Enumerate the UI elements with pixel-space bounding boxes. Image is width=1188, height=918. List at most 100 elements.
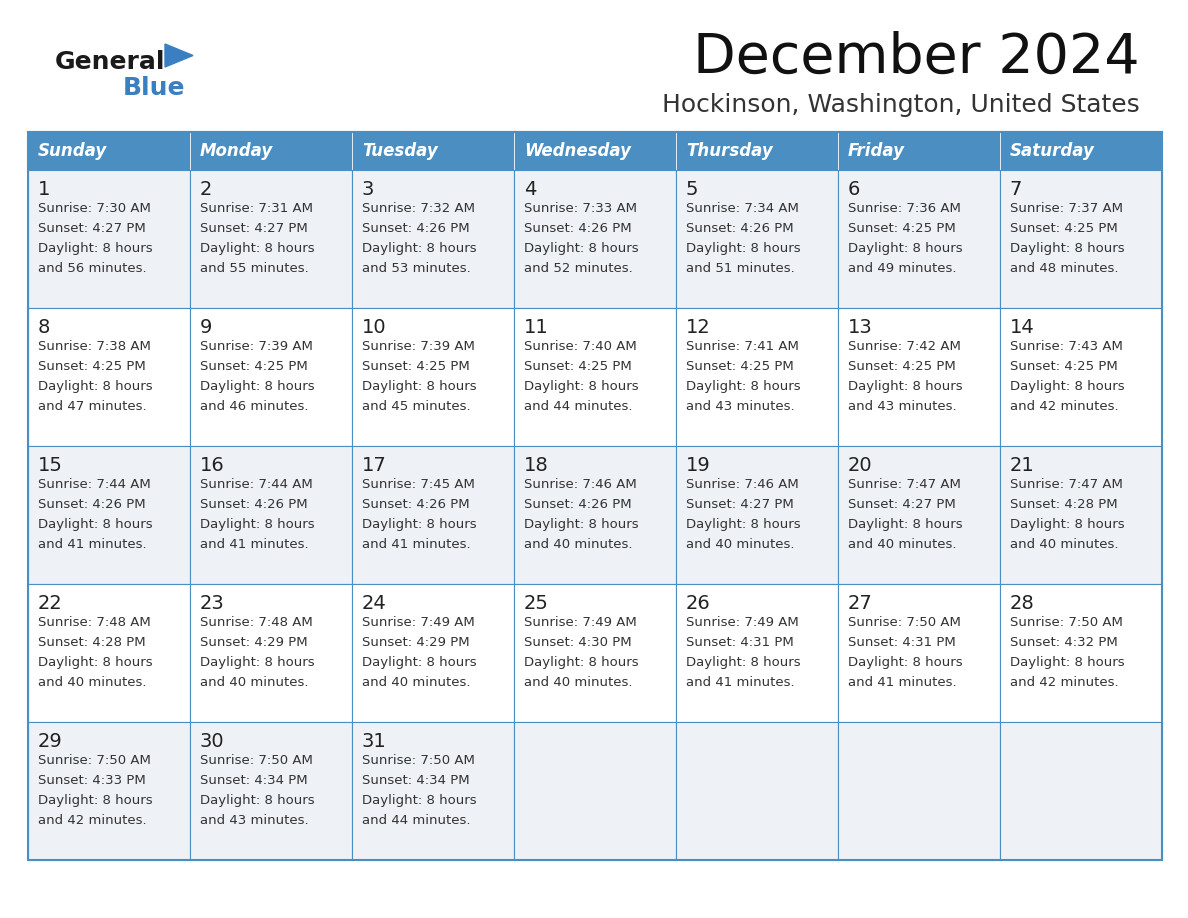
Text: 31: 31: [361, 732, 386, 751]
Text: Daylight: 8 hours: Daylight: 8 hours: [524, 656, 638, 669]
Text: and 43 minutes.: and 43 minutes.: [848, 400, 956, 413]
Text: 21: 21: [1010, 456, 1035, 475]
Text: 14: 14: [1010, 318, 1035, 337]
Text: 6: 6: [848, 180, 860, 199]
Text: Daylight: 8 hours: Daylight: 8 hours: [848, 656, 962, 669]
Text: Sunrise: 7:50 AM: Sunrise: 7:50 AM: [38, 754, 151, 767]
Text: 2: 2: [200, 180, 213, 199]
Bar: [514, 170, 676, 308]
Text: Sunrise: 7:33 AM: Sunrise: 7:33 AM: [524, 202, 637, 215]
Bar: [352, 308, 514, 446]
Text: 30: 30: [200, 732, 225, 751]
Bar: [190, 170, 352, 308]
Text: and 41 minutes.: and 41 minutes.: [685, 676, 795, 689]
Text: Sunrise: 7:50 AM: Sunrise: 7:50 AM: [361, 754, 474, 767]
Text: Thursday: Thursday: [685, 142, 772, 160]
Bar: [838, 722, 1000, 860]
Text: Sunrise: 7:48 AM: Sunrise: 7:48 AM: [38, 616, 151, 629]
Text: Sunset: 4:25 PM: Sunset: 4:25 PM: [361, 360, 469, 373]
Text: 3: 3: [361, 180, 374, 199]
Text: Sunset: 4:29 PM: Sunset: 4:29 PM: [200, 636, 308, 649]
Text: Monday: Monday: [200, 142, 273, 160]
Bar: [29, 584, 190, 722]
Text: Sunset: 4:25 PM: Sunset: 4:25 PM: [1010, 360, 1118, 373]
Text: Sunrise: 7:43 AM: Sunrise: 7:43 AM: [1010, 340, 1123, 353]
Text: and 40 minutes.: and 40 minutes.: [685, 538, 795, 551]
Bar: [514, 132, 676, 170]
Bar: [1000, 170, 1162, 308]
Text: 26: 26: [685, 594, 710, 613]
Text: 11: 11: [524, 318, 549, 337]
Text: and 55 minutes.: and 55 minutes.: [200, 262, 309, 275]
Text: Sunrise: 7:41 AM: Sunrise: 7:41 AM: [685, 340, 798, 353]
Text: Sunrise: 7:49 AM: Sunrise: 7:49 AM: [685, 616, 798, 629]
Text: and 42 minutes.: and 42 minutes.: [38, 814, 146, 827]
Bar: [676, 170, 838, 308]
Text: and 42 minutes.: and 42 minutes.: [1010, 676, 1118, 689]
Text: Tuesday: Tuesday: [361, 142, 437, 160]
Text: Daylight: 8 hours: Daylight: 8 hours: [38, 242, 152, 255]
Bar: [676, 308, 838, 446]
Text: Sunrise: 7:31 AM: Sunrise: 7:31 AM: [200, 202, 312, 215]
Bar: [352, 446, 514, 584]
Bar: [1000, 584, 1162, 722]
Text: 22: 22: [38, 594, 63, 613]
Bar: [676, 132, 838, 170]
Text: 12: 12: [685, 318, 710, 337]
Text: Daylight: 8 hours: Daylight: 8 hours: [1010, 380, 1124, 393]
Text: Daylight: 8 hours: Daylight: 8 hours: [685, 242, 801, 255]
Text: 27: 27: [848, 594, 872, 613]
Text: 24: 24: [361, 594, 386, 613]
Bar: [1000, 132, 1162, 170]
Bar: [838, 132, 1000, 170]
Bar: [514, 722, 676, 860]
Text: Daylight: 8 hours: Daylight: 8 hours: [524, 518, 638, 531]
Text: Daylight: 8 hours: Daylight: 8 hours: [361, 656, 476, 669]
Text: Daylight: 8 hours: Daylight: 8 hours: [38, 656, 152, 669]
Bar: [190, 446, 352, 584]
Bar: [190, 132, 352, 170]
Text: and 40 minutes.: and 40 minutes.: [848, 538, 956, 551]
Bar: [29, 308, 190, 446]
Bar: [190, 308, 352, 446]
Bar: [838, 308, 1000, 446]
Text: Sunset: 4:25 PM: Sunset: 4:25 PM: [848, 222, 955, 235]
Text: Daylight: 8 hours: Daylight: 8 hours: [361, 242, 476, 255]
Text: Sunset: 4:26 PM: Sunset: 4:26 PM: [200, 498, 308, 511]
Text: 25: 25: [524, 594, 549, 613]
Text: Sunset: 4:25 PM: Sunset: 4:25 PM: [685, 360, 794, 373]
Text: 17: 17: [361, 456, 386, 475]
Text: and 52 minutes.: and 52 minutes.: [524, 262, 632, 275]
Text: Saturday: Saturday: [1010, 142, 1094, 160]
Text: Daylight: 8 hours: Daylight: 8 hours: [848, 518, 962, 531]
Text: and 51 minutes.: and 51 minutes.: [685, 262, 795, 275]
Polygon shape: [165, 44, 192, 67]
Text: Sunrise: 7:50 AM: Sunrise: 7:50 AM: [848, 616, 961, 629]
Text: December 2024: December 2024: [694, 31, 1140, 85]
Text: and 40 minutes.: and 40 minutes.: [200, 676, 308, 689]
Bar: [29, 132, 1162, 860]
Text: Sunrise: 7:40 AM: Sunrise: 7:40 AM: [524, 340, 637, 353]
Text: Blue: Blue: [124, 76, 185, 100]
Bar: [514, 308, 676, 446]
Text: and 44 minutes.: and 44 minutes.: [361, 814, 470, 827]
Text: Sunset: 4:27 PM: Sunset: 4:27 PM: [38, 222, 145, 235]
Text: Sunday: Sunday: [38, 142, 107, 160]
Text: 5: 5: [685, 180, 699, 199]
Bar: [1000, 308, 1162, 446]
Text: Daylight: 8 hours: Daylight: 8 hours: [200, 794, 315, 807]
Text: Sunrise: 7:45 AM: Sunrise: 7:45 AM: [361, 478, 474, 491]
Text: Sunrise: 7:49 AM: Sunrise: 7:49 AM: [524, 616, 637, 629]
Bar: [29, 446, 190, 584]
Text: Sunset: 4:26 PM: Sunset: 4:26 PM: [38, 498, 145, 511]
Text: Sunset: 4:34 PM: Sunset: 4:34 PM: [361, 774, 469, 787]
Text: Sunset: 4:26 PM: Sunset: 4:26 PM: [524, 498, 631, 511]
Text: Sunset: 4:33 PM: Sunset: 4:33 PM: [38, 774, 145, 787]
Text: and 49 minutes.: and 49 minutes.: [848, 262, 956, 275]
Text: and 40 minutes.: and 40 minutes.: [38, 676, 146, 689]
Bar: [190, 722, 352, 860]
Text: Daylight: 8 hours: Daylight: 8 hours: [685, 380, 801, 393]
Text: Sunrise: 7:47 AM: Sunrise: 7:47 AM: [848, 478, 961, 491]
Text: 1: 1: [38, 180, 50, 199]
Text: Sunrise: 7:44 AM: Sunrise: 7:44 AM: [38, 478, 151, 491]
